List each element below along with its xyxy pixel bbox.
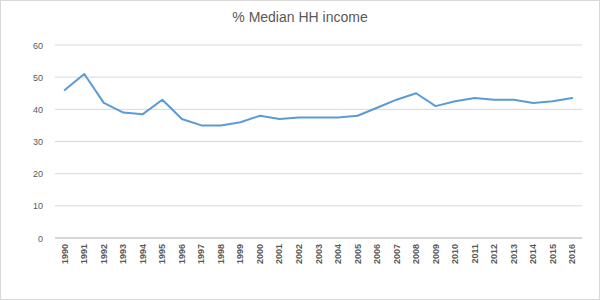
grid-line [55, 173, 582, 174]
x-tick-label: 1999 [235, 244, 245, 264]
grid-line [55, 45, 582, 46]
x-tick-label: 2009 [431, 244, 441, 264]
x-tick-label: 2016 [567, 244, 577, 264]
y-tick-label: 40 [33, 105, 43, 115]
y-tick-label: 60 [33, 41, 43, 51]
grid-line [55, 238, 582, 239]
y-tick-label: 10 [33, 201, 43, 211]
x-tick-label: 2000 [255, 244, 265, 264]
data-line [65, 74, 572, 125]
x-tick-label: 2002 [294, 244, 304, 264]
x-tick-label: 1994 [138, 244, 148, 264]
grid-line [55, 77, 582, 78]
x-tick-label: 2005 [353, 244, 363, 264]
x-tick-label: 2006 [372, 244, 382, 264]
x-tick-label: 2004 [333, 244, 343, 264]
x-tick-label: 2010 [450, 244, 460, 264]
chart-border [1, 1, 600, 300]
x-tick-label: 1998 [216, 244, 226, 264]
chart-container: % Median HH income 0 10 20 30 40 50 60 1990 1991 1… [0, 0, 600, 300]
x-tick-label: 1992 [99, 244, 109, 264]
x-axis-line [55, 238, 582, 239]
x-tick-label: 1991 [79, 244, 89, 264]
x-tick-label: 2014 [528, 244, 538, 264]
x-tick-label: 2001 [274, 244, 284, 264]
x-tick-label: 2003 [314, 244, 324, 264]
x-tick-label: 2008 [411, 244, 421, 264]
x-tick-label: 1997 [196, 244, 206, 264]
y-tick-label: 30 [33, 137, 43, 147]
x-tick-label: 1995 [157, 244, 167, 264]
y-tick-label: 20 [33, 169, 43, 179]
y-tick-label: 50 [33, 73, 43, 83]
grid-line [55, 141, 582, 142]
x-tick-label: 2012 [489, 244, 499, 264]
plot-area [65, 74, 572, 125]
grid-line [55, 109, 582, 110]
x-tick-label: 1990 [60, 244, 70, 264]
chart-title: % Median HH income [232, 9, 368, 25]
x-tick-label: 2015 [548, 244, 558, 264]
grid-line [55, 205, 582, 206]
chart-svg: % Median HH income 0 10 20 30 40 50 60 1990 1991 1… [0, 0, 600, 300]
x-tick-label: 2007 [392, 244, 402, 264]
y-tick-label: 0 [38, 234, 43, 244]
x-tick-label: 2013 [509, 244, 519, 264]
x-tick-label: 2011 [470, 244, 480, 264]
x-tick-label: 1996 [177, 244, 187, 264]
x-tick-label: 1993 [118, 244, 128, 264]
